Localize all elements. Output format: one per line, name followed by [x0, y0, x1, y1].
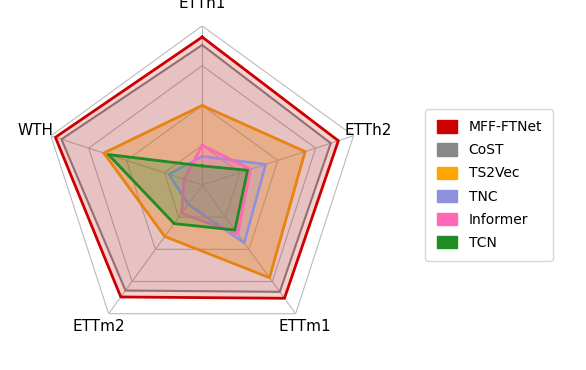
Polygon shape	[108, 155, 247, 230]
Text: ETTh1: ETTh1	[179, 0, 226, 11]
Polygon shape	[169, 157, 265, 243]
Text: ETTm1: ETTm1	[279, 319, 331, 334]
Text: WTH: WTH	[18, 124, 54, 138]
Text: ETTh2: ETTh2	[345, 124, 392, 138]
Legend: MFF-FTNet, CoST, TS2Vec, TNC, Informer, TCN: MFF-FTNet, CoST, TS2Vec, TNC, Informer, …	[425, 109, 553, 261]
Polygon shape	[182, 145, 251, 234]
Text: ETTm2: ETTm2	[73, 319, 125, 334]
Polygon shape	[62, 45, 331, 292]
Polygon shape	[56, 37, 338, 298]
Polygon shape	[104, 105, 305, 278]
